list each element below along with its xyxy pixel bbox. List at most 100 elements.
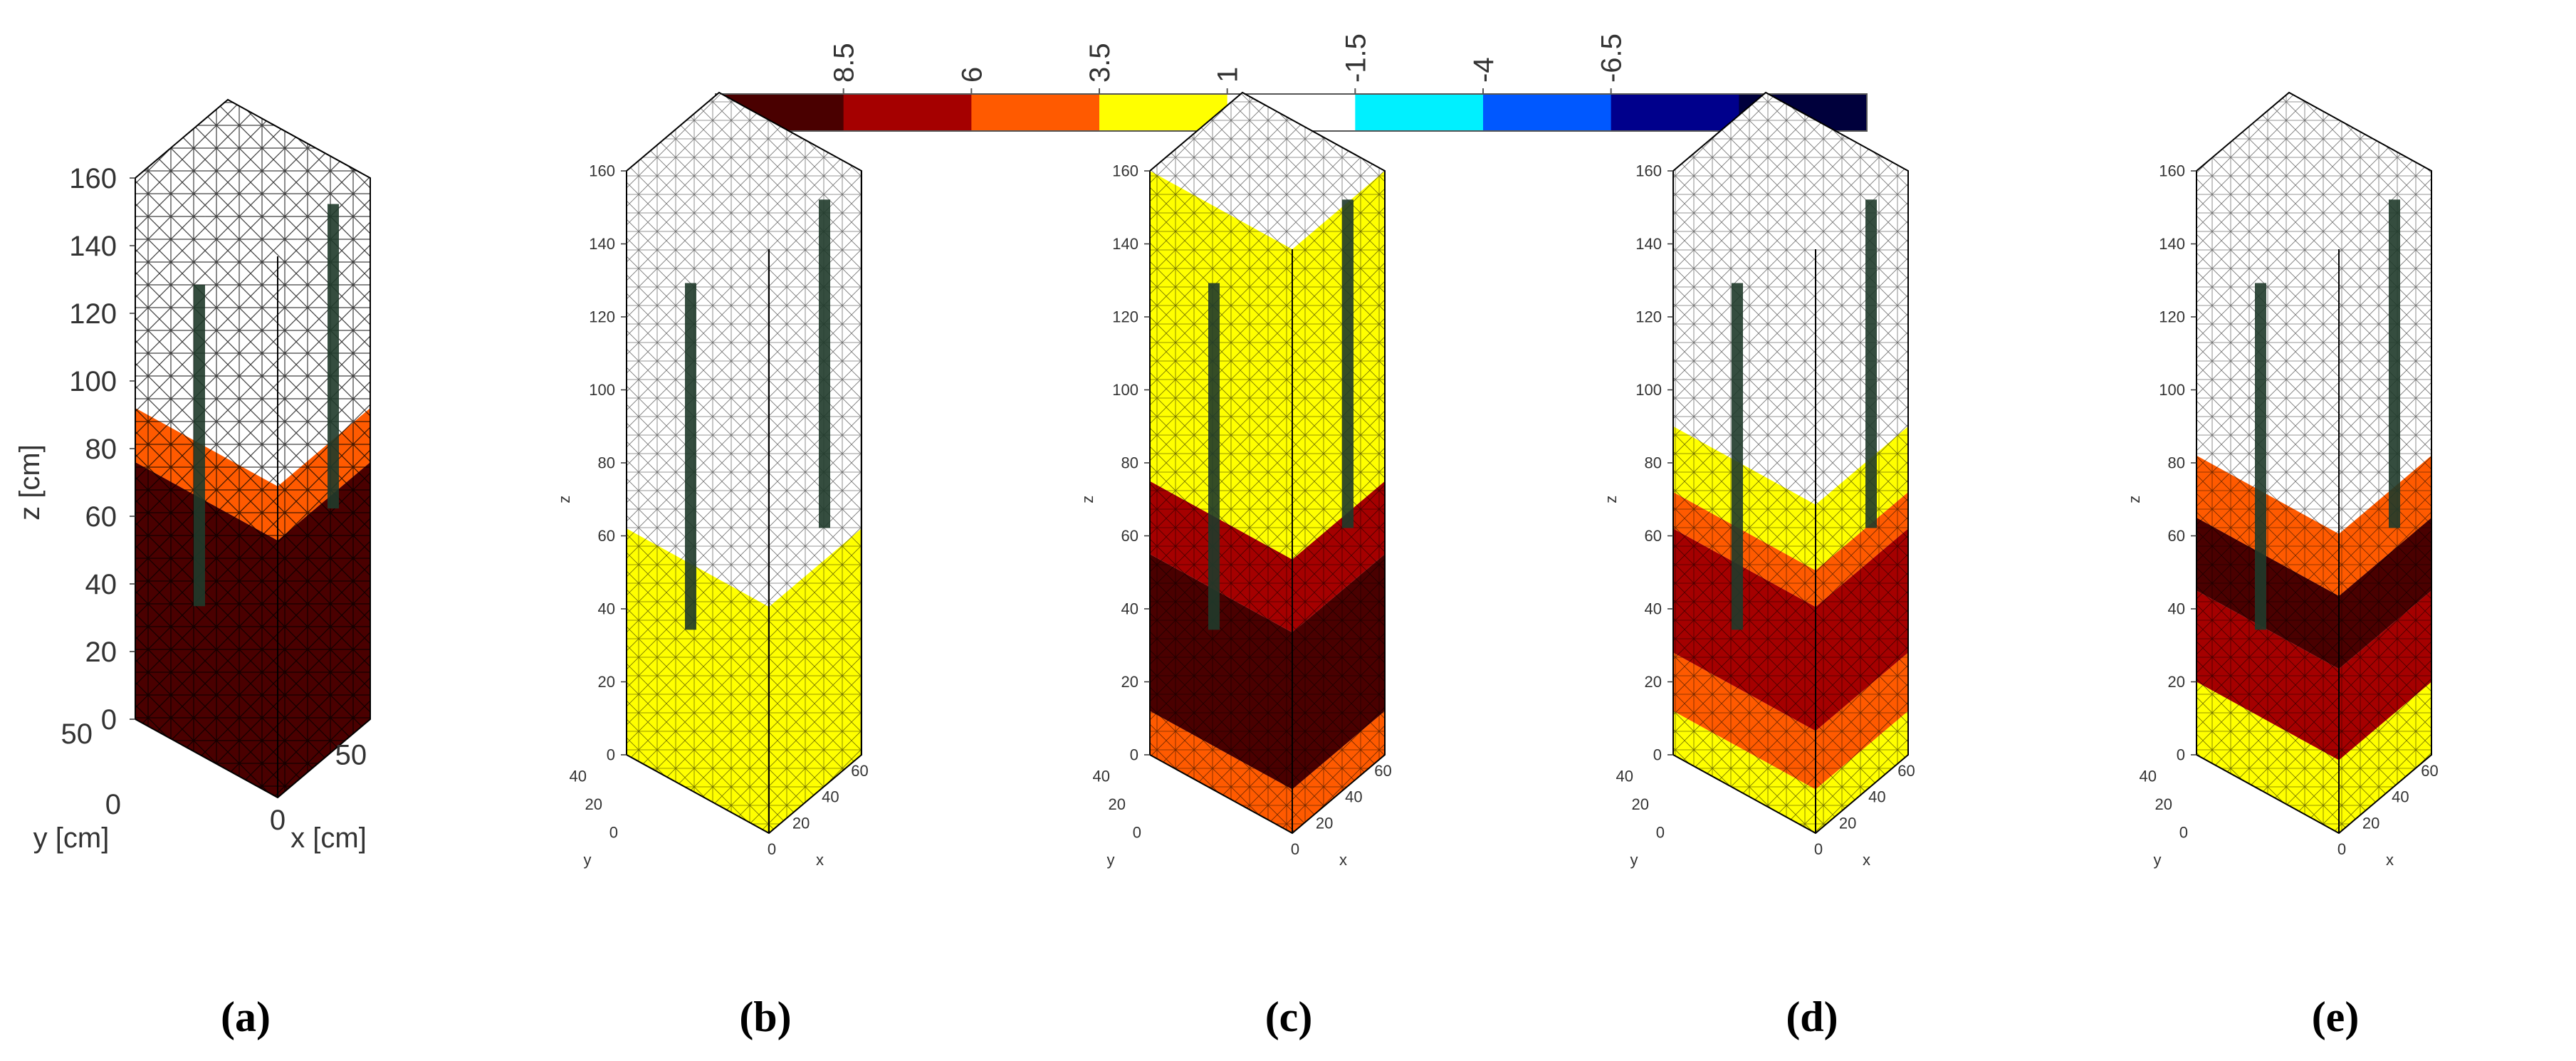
z-tick-label: 20 xyxy=(1645,673,1662,691)
z-tick-label: 140 xyxy=(589,235,615,253)
x-tick-label: 40 xyxy=(1345,788,1362,806)
mesh-top xyxy=(627,93,862,249)
y-tick-label: 0 xyxy=(105,789,121,820)
panel-label: (a) xyxy=(221,993,271,1040)
z-tick-label: 80 xyxy=(598,454,615,472)
z-tick-label: 40 xyxy=(1645,600,1662,618)
x-tick-label: 20 xyxy=(2362,814,2379,832)
panel-label: (e) xyxy=(2312,993,2360,1040)
z-tick-label: 100 xyxy=(2159,381,2185,399)
mesh-left xyxy=(627,171,769,833)
mesh-left xyxy=(2197,171,2339,833)
x-axis-label: x xyxy=(1863,851,1870,869)
mesh-top xyxy=(135,100,370,256)
colorbar-swatch-1 xyxy=(843,94,972,131)
z-tick-label: 60 xyxy=(1121,527,1138,545)
z-tick-label: 0 xyxy=(2177,746,2185,764)
z-tick-label: 60 xyxy=(598,527,615,545)
mesh-right xyxy=(278,178,370,798)
mesh-top xyxy=(1673,93,1908,249)
z-tick-label: 0 xyxy=(101,704,117,736)
y-axis-label: y xyxy=(584,851,592,869)
z-tick-label: 80 xyxy=(1645,454,1662,472)
z-tick-label: 80 xyxy=(2168,454,2185,472)
x-tick-label: 40 xyxy=(822,788,839,806)
z-axis-label: z [cm] xyxy=(14,444,46,521)
y-tick-label: 40 xyxy=(2140,768,2157,785)
panel-label: (d) xyxy=(1786,993,1838,1040)
colorbar-tick-label-2: 3.5 xyxy=(1084,43,1116,83)
z-tick-label: 100 xyxy=(69,366,117,397)
electrode-2 xyxy=(2389,199,2400,528)
y-tick-label: 20 xyxy=(1109,795,1126,813)
z-tick-label: 120 xyxy=(589,308,615,326)
mesh-right xyxy=(1292,171,1385,833)
mesh-right xyxy=(2339,171,2431,833)
electrode-1 xyxy=(1732,283,1743,630)
y-axis-label: y [cm] xyxy=(33,822,110,854)
electrode-2 xyxy=(1342,199,1354,528)
y-tick-label: 20 xyxy=(1632,795,1649,813)
z-tick-label: 160 xyxy=(2159,162,2185,180)
colorbar-swatch-2 xyxy=(971,94,1100,131)
y-tick-label: 40 xyxy=(1616,768,1633,785)
y-tick-label: 0 xyxy=(1656,824,1665,842)
electrode-2 xyxy=(328,204,339,508)
z-tick-label: 120 xyxy=(1112,308,1138,326)
colorbar-tick-label-1: 6 xyxy=(956,67,988,83)
colorbar-tick-label-4: -1.5 xyxy=(1340,33,1371,83)
z-tick-label: 160 xyxy=(69,163,117,194)
electrode-1 xyxy=(1208,283,1220,630)
z-tick-label: 140 xyxy=(69,231,117,262)
z-axis-label: z xyxy=(2125,496,2143,503)
z-tick-label: 40 xyxy=(598,600,615,618)
x-tick-label: 20 xyxy=(1316,814,1333,832)
z-tick-label: 100 xyxy=(1635,381,1662,399)
z-tick-label: 80 xyxy=(1121,454,1138,472)
x-tick-label: 60 xyxy=(1897,762,1915,780)
colorbar-swatch-6 xyxy=(1483,94,1612,131)
mesh-left xyxy=(1150,171,1292,833)
z-tick-label: 120 xyxy=(69,298,117,330)
y-tick-label: 0 xyxy=(1133,824,1141,842)
z-tick-label: 120 xyxy=(1635,308,1662,326)
z-tick-label: 80 xyxy=(85,434,117,465)
x-tick-label: 0 xyxy=(1291,840,1299,858)
electrode-1 xyxy=(2255,283,2266,630)
x-axis-label: x xyxy=(816,851,824,869)
z-axis-label: z xyxy=(1079,496,1096,503)
z-tick-label: 40 xyxy=(85,569,117,600)
y-axis-label: y xyxy=(2154,851,2162,869)
electrode-2 xyxy=(819,199,830,528)
z-tick-label: 0 xyxy=(607,746,615,764)
z-tick-label: 60 xyxy=(85,501,117,533)
y-axis-label: y xyxy=(1107,851,1115,869)
y-tick-label: 0 xyxy=(2179,824,2188,842)
y-tick-label: 20 xyxy=(585,795,602,813)
z-tick-label: 60 xyxy=(2168,527,2185,545)
z-tick-label: 40 xyxy=(2168,600,2185,618)
z-tick-label: 0 xyxy=(1130,746,1138,764)
y-tick-label: 40 xyxy=(1093,768,1110,785)
mesh-right xyxy=(1816,171,1908,833)
x-tick-label: 60 xyxy=(851,762,868,780)
x-tick-label: 60 xyxy=(2421,762,2438,780)
mesh-right xyxy=(769,171,862,833)
mesh-left xyxy=(135,178,278,798)
x-tick-label: 60 xyxy=(1374,762,1391,780)
mesh-top xyxy=(2197,93,2431,249)
colorbar-tick-label-0: 8.5 xyxy=(829,43,860,83)
z-tick-label: 140 xyxy=(2159,235,2185,253)
z-tick-label: 20 xyxy=(2168,673,2185,691)
x-tick-label: 0 xyxy=(1814,840,1823,858)
y-axis-label: y xyxy=(1630,851,1638,869)
z-tick-label: 160 xyxy=(589,162,615,180)
colorbar-swatch-7 xyxy=(1611,94,1739,131)
x-tick-label: 0 xyxy=(2337,840,2346,858)
